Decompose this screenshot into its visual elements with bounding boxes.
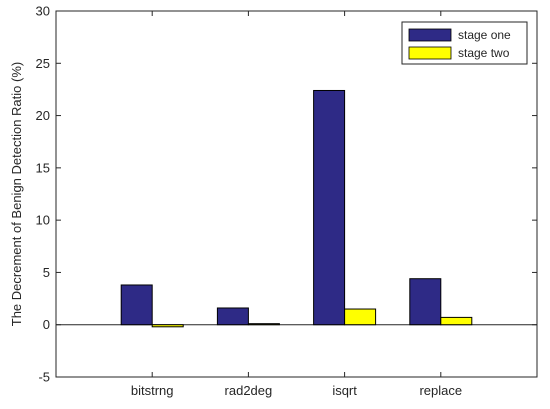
bar-bitstrng-series-2 [151, 324, 184, 328]
bar-rad2deg-series-1 [216, 307, 249, 326]
x-tick-label-bitstrng: bitstrng [131, 383, 174, 398]
y-tick-label: 5 [43, 265, 50, 280]
bar-isqrt-series-2 [344, 308, 377, 326]
legend-label-stage-two: stage two [458, 46, 510, 60]
bar-replace-series-1 [409, 278, 442, 326]
y-tick-label: 30 [36, 4, 50, 19]
y-axis-title: The Decrement of Benign Detection Ratio … [9, 62, 24, 326]
legend-swatch-stage-two [408, 46, 452, 60]
legend: stage one stage two [401, 21, 528, 65]
y-tick-label: 0 [43, 317, 50, 332]
legend-swatch-stage-one [408, 28, 452, 42]
bar-isqrt-series-1 [313, 89, 346, 326]
y-tick-label: 15 [36, 160, 50, 175]
x-tick-label-rad2deg: rad2deg [225, 383, 273, 398]
y-tick-label: 10 [36, 213, 50, 228]
bar-replace-series-2 [440, 316, 473, 326]
x-tick-label-isqrt: isqrt [332, 383, 357, 398]
y-tick-label: -5 [38, 370, 50, 385]
x-tick-label-replace: replace [419, 383, 462, 398]
legend-label-stage-one: stage one [458, 28, 511, 42]
bar-bitstrng-series-1 [120, 284, 153, 326]
y-tick-label: 25 [36, 56, 50, 71]
bar-rad2deg-series-2 [247, 323, 280, 326]
plot-frame [55, 10, 538, 378]
y-tick-label: 20 [36, 108, 50, 123]
